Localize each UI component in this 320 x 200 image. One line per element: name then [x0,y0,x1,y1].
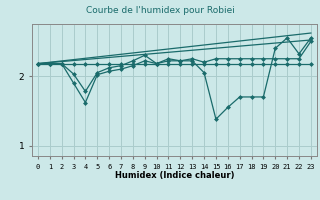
X-axis label: Humidex (Indice chaleur): Humidex (Indice chaleur) [115,171,234,180]
Text: Courbe de l'humidex pour Robiei: Courbe de l'humidex pour Robiei [85,6,235,15]
